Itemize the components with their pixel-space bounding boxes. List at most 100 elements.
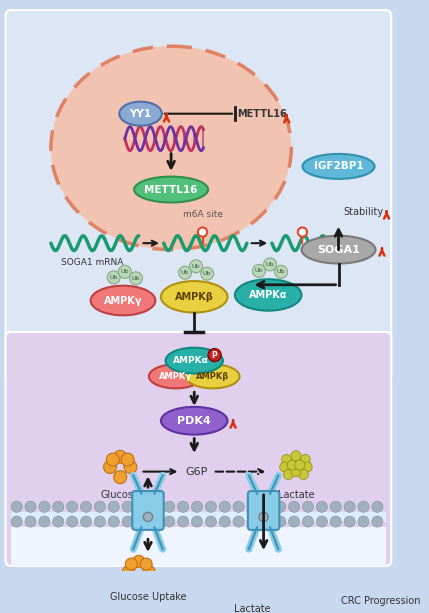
Circle shape	[291, 451, 301, 461]
Circle shape	[242, 582, 251, 591]
Circle shape	[191, 501, 202, 512]
Circle shape	[275, 501, 286, 512]
Circle shape	[261, 501, 272, 512]
Circle shape	[108, 516, 119, 527]
Circle shape	[295, 460, 305, 470]
Circle shape	[287, 460, 297, 470]
Circle shape	[253, 591, 262, 600]
Text: Ub: Ub	[277, 269, 285, 275]
Text: AMPKα: AMPKα	[172, 356, 208, 365]
Circle shape	[358, 501, 369, 512]
FancyBboxPatch shape	[6, 332, 391, 566]
FancyBboxPatch shape	[6, 10, 391, 382]
Circle shape	[150, 516, 161, 527]
Text: P: P	[211, 351, 218, 360]
Circle shape	[143, 512, 153, 522]
Ellipse shape	[186, 364, 239, 389]
Circle shape	[275, 516, 286, 527]
Circle shape	[233, 501, 244, 512]
Circle shape	[263, 258, 277, 271]
Text: Ub: Ub	[132, 276, 140, 281]
Text: AMPKγ: AMPKγ	[159, 372, 192, 381]
Circle shape	[330, 516, 341, 527]
FancyBboxPatch shape	[0, 2, 399, 573]
Circle shape	[81, 516, 91, 527]
Text: METTL16: METTL16	[145, 185, 198, 194]
Text: SOGA1 mRNA: SOGA1 mRNA	[61, 258, 124, 267]
Circle shape	[150, 501, 161, 512]
Circle shape	[178, 266, 191, 280]
Text: Glucose Uptake: Glucose Uptake	[110, 592, 186, 602]
Circle shape	[275, 265, 287, 278]
Circle shape	[81, 501, 91, 512]
Circle shape	[164, 501, 175, 512]
Circle shape	[298, 227, 307, 237]
Circle shape	[133, 555, 145, 568]
Circle shape	[247, 501, 258, 512]
Bar	[11, 527, 386, 566]
Ellipse shape	[161, 281, 227, 313]
Ellipse shape	[235, 280, 302, 311]
Circle shape	[302, 462, 312, 472]
Text: Lactate: Lactate	[234, 604, 271, 613]
Ellipse shape	[302, 236, 375, 264]
Text: Ub: Ub	[266, 262, 274, 267]
Circle shape	[130, 272, 142, 285]
Text: Glucose: Glucose	[101, 490, 140, 500]
Circle shape	[344, 516, 355, 527]
Circle shape	[256, 584, 266, 593]
Text: YY1: YY1	[130, 109, 151, 119]
Circle shape	[66, 501, 78, 512]
FancyBboxPatch shape	[132, 491, 164, 530]
Circle shape	[164, 516, 175, 527]
Circle shape	[114, 451, 127, 463]
Circle shape	[125, 558, 137, 570]
Circle shape	[143, 565, 155, 577]
Circle shape	[205, 501, 216, 512]
Ellipse shape	[134, 177, 208, 202]
Circle shape	[136, 501, 147, 512]
Circle shape	[245, 588, 254, 598]
Circle shape	[107, 271, 120, 284]
Circle shape	[372, 501, 383, 512]
Circle shape	[66, 516, 78, 527]
Circle shape	[289, 516, 300, 527]
Circle shape	[291, 466, 301, 477]
Circle shape	[39, 501, 50, 512]
FancyBboxPatch shape	[248, 491, 279, 530]
Circle shape	[247, 516, 258, 527]
Text: AMPKβ: AMPKβ	[175, 292, 214, 302]
Circle shape	[280, 462, 290, 472]
Circle shape	[122, 501, 133, 512]
Circle shape	[140, 558, 152, 570]
Circle shape	[236, 576, 245, 585]
Circle shape	[191, 516, 202, 527]
Circle shape	[25, 516, 36, 527]
Circle shape	[123, 565, 135, 577]
Circle shape	[284, 470, 293, 479]
Ellipse shape	[51, 46, 291, 249]
Circle shape	[245, 573, 254, 582]
Ellipse shape	[166, 348, 223, 373]
Circle shape	[178, 501, 189, 512]
Circle shape	[11, 516, 22, 527]
Text: Ub: Ub	[203, 271, 211, 276]
Circle shape	[300, 454, 310, 465]
Circle shape	[238, 591, 247, 600]
Circle shape	[108, 501, 119, 512]
Text: AMPKγ: AMPKγ	[104, 295, 142, 305]
Circle shape	[178, 516, 189, 527]
Text: Ub: Ub	[255, 268, 263, 273]
Text: IGF2BP1: IGF2BP1	[314, 161, 363, 172]
Circle shape	[121, 453, 134, 466]
Circle shape	[259, 512, 268, 522]
Circle shape	[208, 349, 221, 362]
Text: Ub: Ub	[181, 270, 189, 275]
Ellipse shape	[119, 102, 162, 126]
Text: Ub: Ub	[109, 275, 118, 280]
Circle shape	[53, 516, 64, 527]
Bar	[11, 512, 386, 522]
Circle shape	[53, 501, 64, 512]
Circle shape	[316, 501, 327, 512]
Text: AMPKα: AMPKα	[249, 290, 287, 300]
